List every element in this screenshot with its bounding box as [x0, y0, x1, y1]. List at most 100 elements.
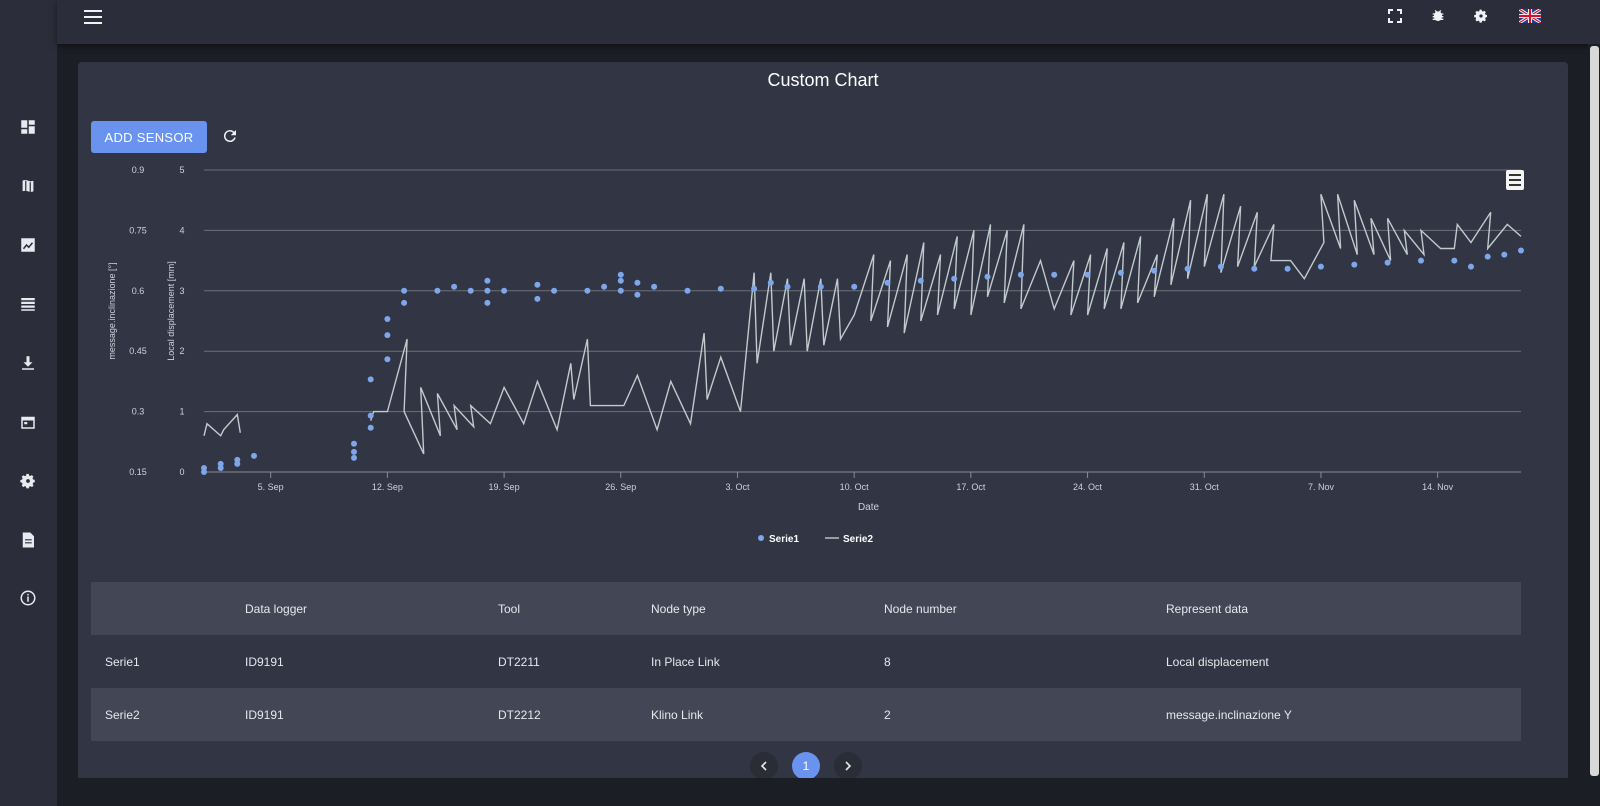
data-point-serie1	[234, 456, 241, 463]
data-point-serie1	[884, 279, 891, 286]
data-point-serie1	[351, 440, 357, 447]
bug-icon	[1432, 10, 1444, 22]
pagination-next-button[interactable]	[834, 752, 862, 780]
data-point-serie1	[1251, 265, 1258, 272]
series-table: Data logger Tool Node type Node number R…	[91, 582, 1521, 741]
data-point-serie1	[1501, 251, 1508, 258]
pagination-page-button[interactable]: 1	[792, 752, 820, 780]
data-point-serie1	[634, 279, 641, 286]
table-row[interactable]: Serie2 ID9191 DT2212 Klino Link 2 messag…	[91, 688, 1521, 741]
pagination-prev-button[interactable]	[750, 752, 778, 780]
data-point-serie1	[1217, 263, 1224, 270]
sidebar-item-settings[interactable]	[14, 467, 42, 495]
chart-icon	[21, 238, 35, 252]
data-point-serie1	[1384, 259, 1391, 266]
data-point-serie1	[1151, 267, 1158, 274]
data-point-serie1	[351, 448, 357, 455]
refresh-button[interactable]	[219, 125, 241, 147]
table-header-cell: Node type	[651, 601, 706, 616]
data-point-serie1	[1468, 263, 1474, 270]
data-point-serie1	[1051, 271, 1058, 278]
data-point-serie1	[367, 376, 374, 383]
data-point-serie1	[434, 287, 441, 294]
table-cell: Serie1	[105, 654, 140, 669]
chart: 5 4 3 2 1 0 0.9 0.75 0.6 0.45 0.3 0.15 message.incli…	[107, 165, 1524, 545]
table-cell: Klino Link	[651, 707, 704, 722]
table-header-cell: Tool	[498, 601, 521, 616]
data-point-serie1	[251, 452, 257, 459]
y-left-tick-label: 0.75	[129, 225, 147, 235]
sidebar-item-chart[interactable]	[14, 231, 42, 259]
table-row[interactable]: Serie1 ID9191 DT2211 In Place Link 8 Loc…	[91, 635, 1521, 688]
fullscreen-icon	[1388, 9, 1402, 23]
uk-flag-icon	[1519, 9, 1541, 23]
sidebar-item-download[interactable]	[14, 349, 42, 377]
table-cell: In Place Link	[651, 654, 720, 669]
add-sensor-button[interactable]: ADD SENSOR	[91, 121, 207, 153]
x-tick-label: 12. Sep	[372, 482, 403, 492]
sidebar-item-map[interactable]	[14, 172, 42, 200]
table-header-cell: Data logger	[245, 601, 308, 616]
data-point-serie1	[484, 277, 491, 284]
data-point-serie1	[401, 287, 408, 294]
sidebar-item-info[interactable]	[14, 584, 42, 612]
y-right-tick-label: 2	[179, 346, 184, 356]
data-point-serie1	[617, 277, 624, 284]
fullscreen-button[interactable]	[1383, 5, 1407, 27]
card-title: Custom Chart	[767, 70, 879, 90]
language-button[interactable]	[1518, 5, 1542, 27]
data-point-serie1	[467, 287, 474, 294]
data-point-serie1	[551, 287, 558, 294]
table-cell: message.inclinazione Y	[1166, 707, 1292, 722]
x-tick-label: 31. Oct	[1190, 482, 1220, 492]
download-icon	[22, 356, 34, 370]
dashboard-icon	[21, 120, 35, 134]
menu-icon	[84, 10, 102, 24]
sidebar-item-dashboard[interactable]	[14, 113, 42, 141]
data-point-serie1	[1418, 257, 1424, 264]
menu-button[interactable]	[81, 6, 105, 28]
table-cell: 2	[884, 707, 891, 722]
sidebar-item-calendar[interactable]	[14, 408, 42, 436]
y-right-axis-label: Local displacement [mm]	[166, 261, 176, 361]
map-icon	[21, 178, 35, 194]
x-tick-label: 24. Oct	[1073, 482, 1103, 492]
list-icon	[21, 298, 35, 311]
data-point-serie1	[651, 283, 658, 290]
data-point-serie1	[1017, 271, 1024, 278]
x-tick-label: 19. Sep	[489, 482, 520, 492]
data-point-serie1	[917, 277, 924, 284]
chevron-right-icon	[845, 761, 852, 771]
y-left-axis-label: message.inclinazione [°]	[107, 262, 117, 359]
data-point-serie1	[851, 283, 858, 290]
y-left-tick-label: 0.15	[129, 467, 147, 477]
debug-button[interactable]	[1426, 5, 1450, 27]
chart-export-menu-icon[interactable]	[1506, 170, 1524, 190]
data-point-serie1	[217, 465, 224, 471]
data-point-serie1	[351, 454, 357, 461]
custom-chart-card: Custom Chart ADD SENSOR 5 4 3 2 1 0 0.9 0.75 0.6…	[78, 62, 1568, 792]
data-point-serie1	[384, 316, 391, 322]
data-point-serie1	[1117, 269, 1124, 276]
scrollbar-thumb[interactable]	[1590, 46, 1599, 776]
sidebar-item-list[interactable]	[14, 290, 42, 318]
y-right-tick-label: 1	[179, 407, 184, 417]
settings-button[interactable]	[1469, 5, 1493, 27]
sidebar-item-document[interactable]	[14, 526, 42, 554]
data-point-serie1	[1317, 263, 1324, 270]
data-point-serie1	[984, 273, 991, 280]
data-point-serie1	[1351, 261, 1358, 268]
gear-icon	[1474, 9, 1487, 23]
topbar	[57, 0, 1600, 44]
data-point-serie1	[751, 285, 758, 292]
chevron-left-icon	[760, 761, 767, 771]
data-point-serie1	[484, 287, 491, 294]
x-tick-label: 26. Sep	[605, 482, 636, 492]
data-point-serie1	[201, 465, 207, 471]
legend-label-serie1: Serie1	[769, 534, 799, 545]
y-right-tick-label: 4	[179, 225, 184, 235]
data-point-serie1	[1084, 271, 1091, 278]
x-tick-label: 17. Oct	[956, 482, 986, 492]
data-point-serie1	[384, 356, 391, 363]
y-right-tick-label: 0	[179, 467, 184, 477]
